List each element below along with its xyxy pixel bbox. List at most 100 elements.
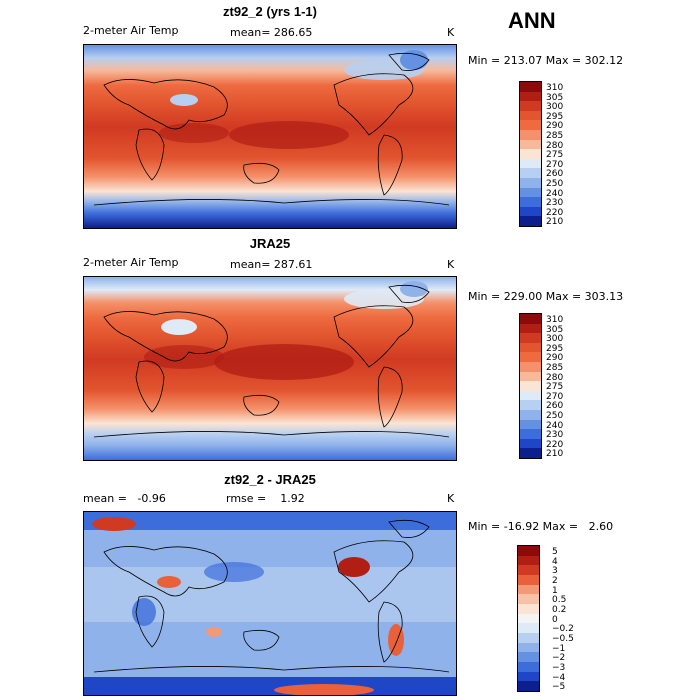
panel-2-mean-label: mean= 287.61 <box>230 258 313 271</box>
colorbar-swatch <box>518 671 539 682</box>
colorbar-swatch <box>520 333 541 343</box>
colorbar-swatch <box>518 642 539 653</box>
colorbar-level-label: 210 <box>546 217 564 228</box>
colorbar-level-label: 230 <box>546 430 564 441</box>
panel-2-variable-label: 2-meter Air Temp <box>83 256 179 269</box>
colorbar-level-label: 285 <box>546 362 564 373</box>
colorbar-level-label: 310 <box>546 315 564 325</box>
colorbar-level-label: 250 <box>546 178 564 189</box>
colorbar-level-label: 290 <box>546 353 564 364</box>
colorbar-swatch <box>520 323 541 334</box>
panel-2-temperature-field <box>84 277 456 460</box>
colorbar-swatch <box>520 177 541 188</box>
colorbar-level-label: 3 <box>552 566 558 577</box>
panel-1-map <box>83 44 457 229</box>
colorbar-swatch <box>520 438 541 449</box>
colorbar-level-label: 300 <box>546 102 564 113</box>
colorbar-swatch <box>520 314 541 324</box>
colorbar-swatch <box>520 390 541 401</box>
colorbar-level-label: 250 <box>546 410 564 421</box>
colorbar-swatch <box>518 623 539 633</box>
colorbar-swatch <box>520 91 541 102</box>
colorbar-swatch <box>520 342 541 353</box>
colorbar-level-label: 305 <box>546 92 564 103</box>
colorbar-level-label: 270 <box>546 159 564 170</box>
colorbar-level-label: 275 <box>546 382 564 393</box>
colorbar-level-label: 285 <box>546 130 564 141</box>
colorbar-level-label: −0.5 <box>552 633 574 644</box>
colorbar-level-label: 280 <box>546 140 564 151</box>
panel-2-colorbar <box>519 313 542 459</box>
panel-3-minmax: Min = -16.92 Max = 2.60 <box>468 520 614 533</box>
colorbar-level-label: 0.5 <box>552 595 567 606</box>
colorbar-swatch <box>520 361 541 372</box>
colorbar-swatch <box>520 101 541 111</box>
colorbar-level-label: 275 <box>546 150 564 161</box>
colorbar-swatch <box>518 613 539 624</box>
colorbar-swatch <box>518 632 539 643</box>
colorbar-level-label: 290 <box>546 121 564 132</box>
colorbar-swatch <box>520 139 541 150</box>
colorbar-swatch <box>520 129 541 140</box>
panel-1-units: K <box>447 26 455 39</box>
panel-3-map <box>83 511 457 696</box>
colorbar-level-label: 2 <box>552 575 558 586</box>
colorbar-swatch <box>518 565 539 575</box>
colorbar-swatch <box>520 82 541 92</box>
panel-2-map <box>83 276 457 461</box>
colorbar-swatch <box>518 652 539 662</box>
colorbar-level-label: 295 <box>546 343 564 354</box>
colorbar-swatch <box>520 197 541 207</box>
colorbar-swatch <box>518 555 539 566</box>
panel-1-colorbar <box>519 81 542 227</box>
colorbar-level-label: 295 <box>546 111 564 122</box>
colorbar-level-label: 0.2 <box>552 604 567 615</box>
colorbar-level-label: 240 <box>546 420 564 431</box>
panel-3-colorbar-labels: 5 4 3 2 1 0.5 0.2 0 −0.2 −0.5 −1 −2 −3 −4 −5 <box>552 547 574 693</box>
panel-3-mean-label: mean = -0.96 <box>83 492 166 505</box>
panel-2-colorbar-labels: 310 305 300 295 290 285 280 275 270 260 250 240 230 2… <box>546 315 564 460</box>
colorbar-swatch <box>520 120 541 130</box>
season-label: ANN <box>508 8 556 33</box>
colorbar-swatch <box>518 594 539 604</box>
colorbar-swatch <box>520 448 541 458</box>
panel-3-units: K <box>447 492 455 505</box>
panel-1-colorbar-labels: 310 305 300 295 290 285 280 275 270 260 250 240 230 2… <box>546 83 564 228</box>
colorbar-swatch <box>518 584 539 595</box>
panel-3-colorbar <box>517 545 540 692</box>
colorbar-level-label: −1 <box>552 643 566 654</box>
colorbar-swatch <box>518 681 539 691</box>
colorbar-swatch <box>518 661 539 672</box>
colorbar-swatch <box>520 409 541 420</box>
colorbar-swatch <box>518 574 539 585</box>
colorbar-level-label: 210 <box>546 449 564 460</box>
colorbar-swatch <box>520 352 541 362</box>
colorbar-swatch <box>520 381 541 391</box>
panel-1-minmax: Min = 213.07 Max = 302.12 <box>468 54 624 67</box>
colorbar-level-label: 240 <box>546 188 564 199</box>
colorbar-level-label: 300 <box>546 334 564 345</box>
colorbar-level-label: −2 <box>552 653 566 664</box>
colorbar-level-label: 230 <box>546 198 564 209</box>
colorbar-level-label: 5 <box>552 547 558 557</box>
colorbar-level-label: 260 <box>546 169 564 180</box>
colorbar-swatch <box>520 371 541 382</box>
colorbar-level-label: −0.2 <box>552 624 574 635</box>
colorbar-swatch <box>520 216 541 226</box>
panel-2-units: K <box>447 258 455 271</box>
colorbar-level-label: −4 <box>552 672 566 683</box>
colorbar-swatch <box>520 110 541 121</box>
panel-1-mean-label: mean= 286.65 <box>230 26 313 39</box>
colorbar-swatch <box>518 546 539 556</box>
colorbar-swatch <box>520 149 541 159</box>
colorbar-swatch <box>520 429 541 439</box>
colorbar-level-label: 1 <box>552 585 558 596</box>
colorbar-level-label: 220 <box>546 207 564 218</box>
colorbar-level-label: −5 <box>552 682 566 693</box>
colorbar-level-label: 0 <box>552 614 558 625</box>
colorbar-swatch <box>520 168 541 178</box>
colorbar-swatch <box>520 206 541 217</box>
panel-3-rmse-label: rmse = 1.92 <box>226 492 305 505</box>
panel-3-title: zt92_2 - JRA25 <box>224 472 316 487</box>
colorbar-level-label: 280 <box>546 372 564 383</box>
